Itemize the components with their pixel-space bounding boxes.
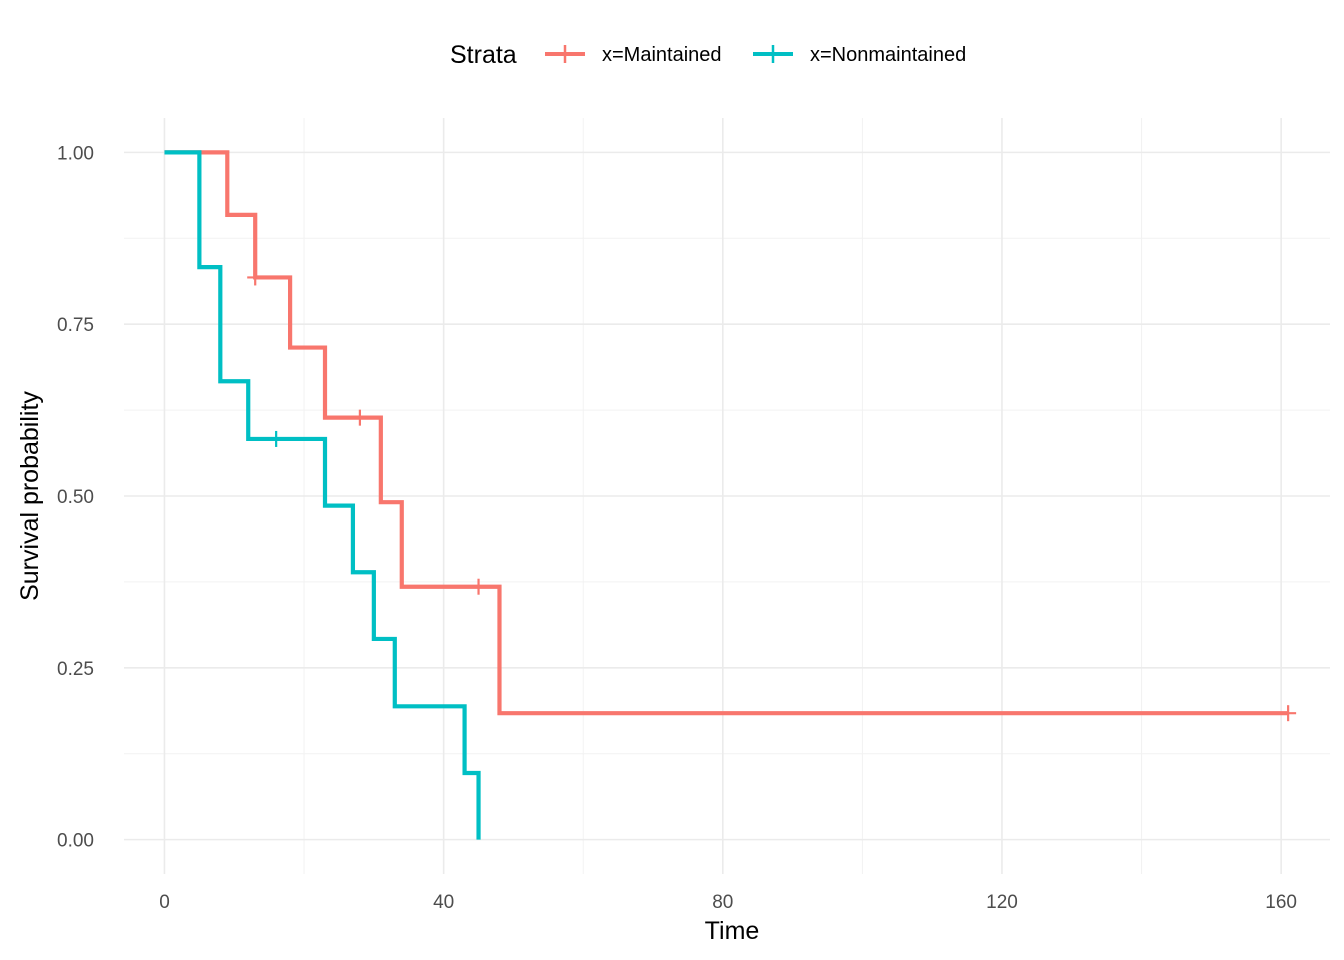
grid-lines xyxy=(124,118,1330,874)
x-tick-label: 160 xyxy=(1265,892,1297,913)
x-tick-label: 80 xyxy=(712,892,733,913)
x-axis-title: Time xyxy=(705,917,760,945)
x-tick-label: 0 xyxy=(159,892,170,913)
legend-title: Strata xyxy=(450,41,517,69)
y-tick-label: 0.75 xyxy=(57,315,94,336)
series-group xyxy=(164,150,1297,840)
x-tick-label: 120 xyxy=(986,892,1018,913)
y-tick-label: 1.00 xyxy=(57,143,94,164)
legend-label: x=Maintained xyxy=(602,44,722,66)
series-line-2 xyxy=(164,150,481,840)
axis-labels: 0 40 80 120 160 0.00 0.25 0.50 0.75 1.00 xyxy=(57,143,1297,913)
y-tick-label: 0.00 xyxy=(57,831,94,852)
x-tick-label: 40 xyxy=(433,892,454,913)
y-tick-label: 0.25 xyxy=(57,659,94,680)
legend: Strata x=Maintained x=Nonmaintained xyxy=(450,41,966,69)
y-tick-label: 0.50 xyxy=(57,487,94,508)
legend-label: x=Nonmaintained xyxy=(810,44,966,66)
y-axis-title: Survival probability xyxy=(16,391,44,601)
series-line-1 xyxy=(164,150,1289,716)
